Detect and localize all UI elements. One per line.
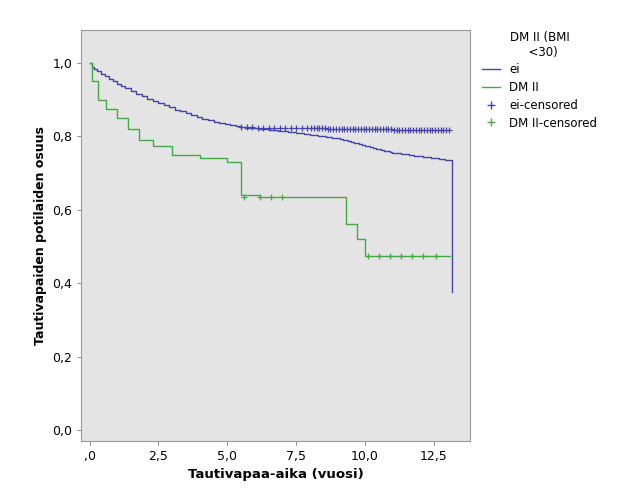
ei-censored (281, 125, 289, 131)
DM II (446, 253, 454, 259)
DM II (113, 115, 121, 121)
DM II-censored (364, 253, 371, 259)
ei (448, 289, 455, 295)
ei-censored (382, 126, 389, 132)
DM II (135, 137, 143, 143)
DM II-censored (375, 253, 382, 259)
DM II (279, 194, 286, 200)
ei (86, 60, 93, 66)
DM II-censored (419, 253, 426, 259)
Line: DM II-censored: DM II-censored (240, 194, 439, 259)
DM II-censored (397, 253, 404, 259)
DM II-censored (240, 194, 247, 200)
DM II (86, 60, 93, 66)
ei (438, 156, 446, 162)
DM II (342, 221, 349, 227)
DM II-censored (386, 253, 393, 259)
DM II (237, 192, 245, 198)
Y-axis label: Tautivapaiden potilaiden osuus: Tautivapaiden potilaiden osuus (34, 126, 47, 345)
DM II-censored (408, 253, 416, 259)
ei (424, 154, 432, 160)
DM II (88, 79, 96, 85)
ei (232, 123, 239, 129)
DM II (149, 143, 156, 149)
ei (306, 132, 314, 138)
ei (210, 119, 217, 125)
ei-censored (445, 127, 453, 133)
ei-censored (237, 124, 245, 130)
ei-censored (368, 126, 376, 132)
DM II (125, 126, 132, 132)
Legend: ei, DM II, ei-censored, DM II-censored: ei, DM II, ei-censored, DM II-censored (477, 26, 602, 134)
X-axis label: Tautivapaa-aika (vuosi): Tautivapaa-aika (vuosi) (188, 468, 363, 481)
Line: ei: ei (90, 63, 451, 292)
ei (93, 68, 100, 74)
DM II-censored (267, 194, 275, 200)
ei-censored (384, 126, 392, 132)
DM II-censored (279, 194, 286, 200)
DM II (196, 155, 203, 161)
DM II-censored (433, 253, 440, 259)
DM II (353, 236, 361, 242)
DM II (168, 152, 176, 158)
DM II (94, 97, 101, 103)
DM II-censored (257, 194, 264, 200)
DM II (223, 159, 231, 165)
DM II (361, 253, 369, 259)
Line: DM II: DM II (90, 63, 450, 256)
ei-censored (343, 126, 351, 132)
DM II (334, 194, 341, 200)
DM II (257, 194, 264, 200)
ei-censored (357, 126, 364, 132)
Line: ei-censored: ei-censored (238, 124, 452, 133)
DM II (103, 106, 110, 112)
